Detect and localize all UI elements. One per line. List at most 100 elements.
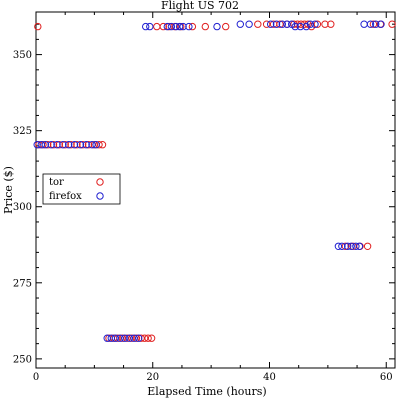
data-point-tor	[388, 20, 396, 28]
data-point-firefox	[76, 141, 85, 149]
x-tick-label: 20	[146, 372, 159, 383]
data-point-tor	[137, 334, 145, 342]
data-point-tor	[313, 20, 322, 28]
data-point-firefox	[65, 141, 73, 149]
data-point-tor	[79, 141, 87, 149]
x-tick-label: 40	[263, 372, 276, 383]
data-point-tor	[222, 22, 230, 31]
data-point-firefox	[347, 242, 355, 251]
data-point-tor	[118, 334, 127, 342]
data-point-tor	[55, 141, 63, 149]
data-point-firefox	[103, 334, 111, 342]
data-point-firefox	[116, 334, 124, 342]
x-tick-label: 60	[380, 372, 393, 383]
data-point-firefox	[130, 334, 138, 342]
data-point-firefox	[175, 22, 184, 31]
plot-frame	[35, 11, 396, 369]
data-point-tor	[254, 20, 262, 28]
x-axis-label: Elapsed Time (hours)	[147, 385, 266, 398]
data-point-tor	[276, 20, 284, 28]
data-point-tor	[61, 141, 69, 149]
data-point-firefox	[185, 22, 193, 31]
data-point-tor	[144, 334, 152, 342]
data-point-firefox	[283, 20, 291, 28]
data-point-firefox	[135, 334, 143, 342]
data-point-tor	[123, 334, 131, 342]
data-point-firefox	[179, 22, 187, 31]
axis-ticks: 0 20 40 60 250 275 300 325 350	[13, 12, 395, 383]
data-point-firefox	[334, 242, 343, 251]
data-point-tor	[369, 20, 378, 28]
y-tick-label: 250	[13, 354, 32, 365]
data-point-tor	[321, 20, 329, 28]
data-point-tor	[327, 20, 335, 28]
data-point-firefox	[302, 22, 310, 31]
data-point-firefox	[338, 242, 346, 251]
data-point-firefox	[352, 242, 360, 251]
legend-marker-tor	[96, 178, 104, 186]
y-tick-label: 275	[13, 278, 32, 289]
data-point-firefox	[272, 20, 281, 28]
y-tick-label: 325	[13, 126, 32, 137]
data-point-firefox	[278, 20, 286, 28]
data-point-firefox	[377, 20, 385, 28]
y-tick-label: 350	[13, 50, 32, 61]
data-points	[33, 20, 396, 342]
data-point-tor	[67, 141, 75, 149]
data-point-tor	[341, 242, 350, 251]
data-point-firefox	[311, 20, 319, 28]
data-point-firefox	[107, 334, 116, 342]
data-point-firefox	[121, 334, 129, 342]
legend-label-tor: tor	[49, 177, 64, 188]
data-point-firefox	[291, 22, 299, 31]
data-point-firefox	[366, 20, 375, 28]
legend-box	[42, 173, 121, 205]
data-point-tor	[188, 22, 197, 31]
data-point-tor	[84, 141, 93, 149]
data-point-firefox	[37, 141, 45, 149]
y-tick-label: 300	[13, 202, 32, 213]
data-point-firefox	[70, 141, 79, 149]
data-point-firefox	[146, 22, 154, 31]
data-point-tor	[73, 141, 81, 149]
data-point-tor	[132, 334, 141, 342]
chart-title: Flight US 702	[161, 0, 239, 12]
data-point-firefox	[163, 22, 172, 31]
data-point-tor	[159, 22, 168, 31]
data-point-firefox	[111, 334, 120, 342]
data-point-firefox	[142, 22, 150, 31]
data-point-firefox	[267, 20, 275, 28]
legend-marker-firefox	[96, 192, 104, 200]
data-point-tor	[153, 22, 161, 31]
data-point-firefox	[372, 20, 380, 28]
data-point-firefox	[33, 141, 41, 149]
data-point-firefox	[59, 141, 67, 149]
data-point-tor	[49, 141, 58, 149]
data-point-firefox	[355, 242, 364, 251]
data-point-firefox	[92, 141, 100, 149]
legend-label-firefox: firefox	[49, 191, 82, 202]
data-point-firefox	[125, 334, 134, 342]
data-point-tor	[363, 242, 372, 251]
data-point-firefox	[88, 141, 96, 149]
data-point-firefox	[236, 20, 245, 28]
y-axis-label: Price ($)	[2, 166, 15, 214]
x-tick-label: 0	[33, 372, 39, 383]
data-point-tor	[262, 20, 271, 28]
data-point-firefox	[306, 20, 315, 28]
data-point-firefox	[167, 22, 176, 31]
data-point-tor	[34, 22, 42, 31]
data-point-tor	[128, 334, 136, 342]
data-point-firefox	[82, 141, 90, 149]
data-point-firefox	[344, 242, 352, 251]
legend: tor firefox	[42, 173, 121, 205]
data-point-tor	[201, 22, 210, 31]
data-point-tor	[147, 334, 156, 342]
data-point-firefox	[360, 20, 368, 28]
data-point-firefox	[245, 20, 253, 28]
data-point-tor	[95, 141, 103, 149]
data-point-firefox	[47, 141, 55, 149]
data-point-firefox	[172, 22, 180, 31]
data-point-firefox	[213, 22, 221, 31]
